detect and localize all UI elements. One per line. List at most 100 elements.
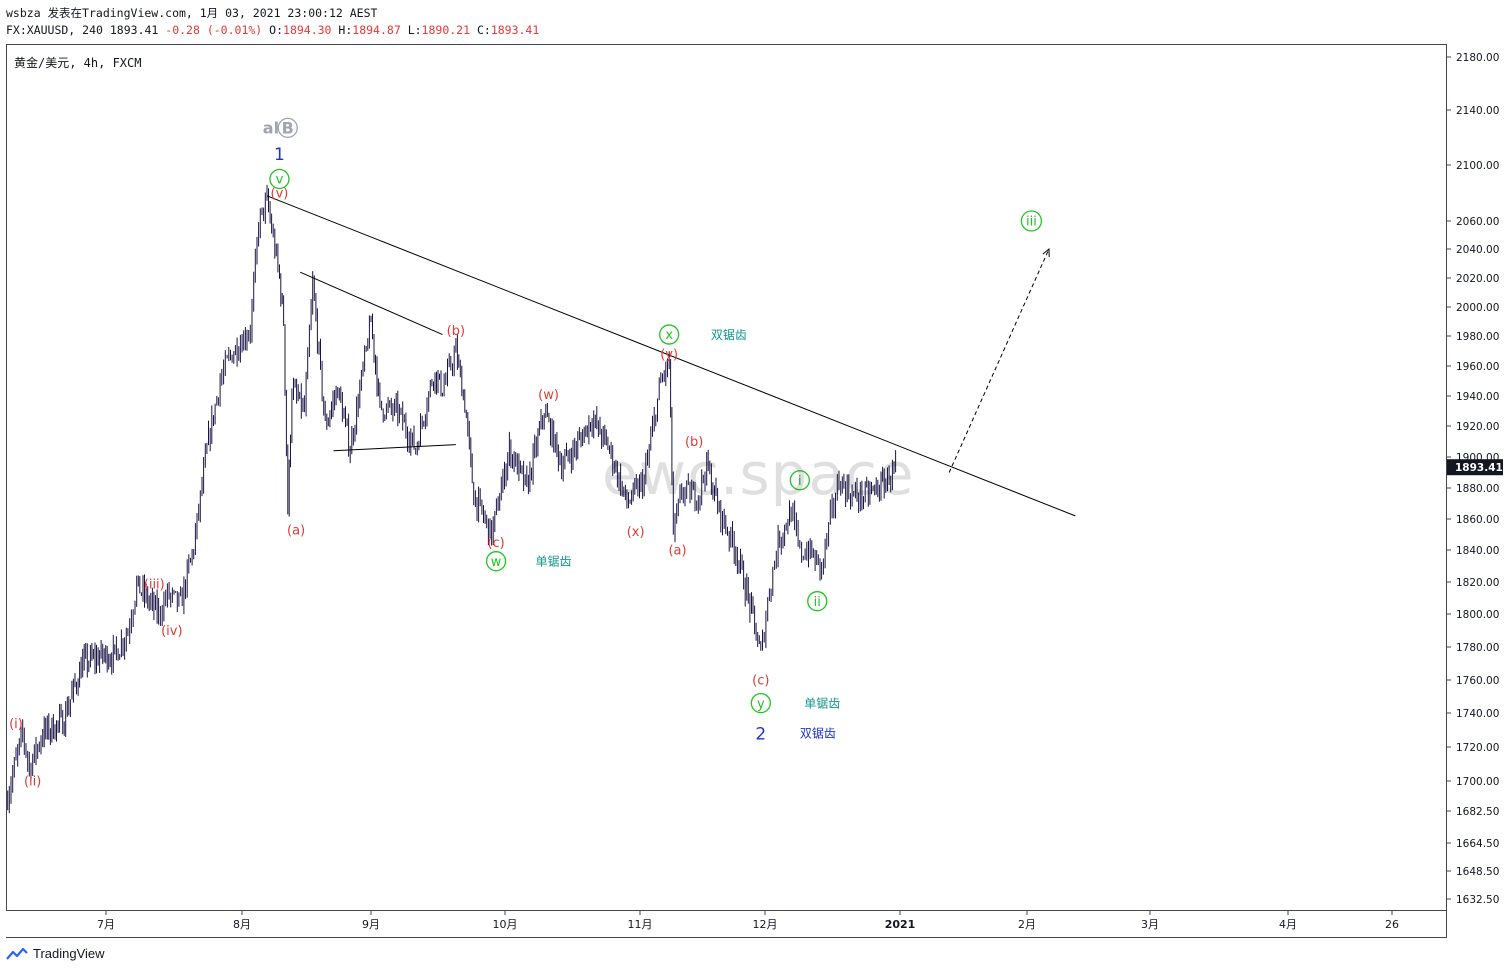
wave-label-2: 1 — [274, 145, 285, 165]
wave-circle-18 — [750, 692, 771, 714]
y-tick-label-4: 2040.00 — [1456, 244, 1499, 256]
wave-label-27: (iii) — [144, 577, 165, 592]
y-tick-label-22: 1682.50 — [1456, 806, 1499, 818]
candles[interactable] — [7, 184, 897, 814]
open-label: O: — [269, 23, 284, 37]
y-tick-label-18: 1760.00 — [1456, 675, 1499, 687]
y-tick-label-5: 2020.00 — [1456, 273, 1499, 285]
wave-circle-22 — [789, 470, 810, 491]
wave-circle-12 — [659, 324, 680, 345]
publish-text: 发表在TradingView.com, 1月 03, 2021 23:00:12… — [47, 6, 378, 20]
time-axis[interactable]: 7月 8月 9月 10月 11月 12月 2021 2月 3月 4月 26 — [97, 910, 1399, 931]
x-tick-label-5: 12月 — [753, 918, 778, 931]
wave-circle-8 — [485, 551, 507, 572]
x-tick-label-4: 11月 — [628, 918, 653, 931]
y-tick-label-7: 1980.00 — [1456, 331, 1499, 343]
wave-label-14: (y) — [660, 348, 678, 363]
wave-label-28: (iv) — [161, 624, 182, 639]
wave-label-9: 单锯齿 — [535, 554, 571, 569]
y-tick-label-21: 1700.00 — [1456, 776, 1499, 788]
y-tick-label-6: 2000.00 — [1456, 302, 1499, 314]
wave-label-10: (w) — [538, 388, 559, 403]
ohlc-legend: FX:XAUUSD, 240 1893.41 -0.28 (-0.01%) O:… — [6, 23, 539, 37]
x-tick-label-3: 10月 — [493, 918, 518, 931]
wave-label-5: (a) — [287, 524, 305, 539]
tradingview-logo-icon — [6, 947, 28, 960]
x-tick-label-0: 7月 — [97, 918, 115, 931]
wave-label-15: (a) — [668, 544, 686, 559]
wave-circle-3 — [269, 168, 290, 190]
wave-label-25: (i) — [9, 717, 23, 732]
trendlines[interactable] — [266, 195, 1076, 517]
trendline-0[interactable] — [266, 195, 1076, 517]
y-tick-label-13: 1860.00 — [1456, 514, 1499, 526]
wave-label-21: 双锯齿 — [800, 726, 836, 741]
x-tick-label-1: 8月 — [233, 918, 251, 931]
wave-label-26: (ii) — [24, 775, 41, 790]
publish-info: wsbza 发表在TradingView.com, 1月 03, 2021 23… — [6, 5, 377, 21]
x-tick-label-2: 9月 — [362, 918, 380, 931]
y-tick-label-23: 1664.50 — [1456, 838, 1499, 850]
ticker-label[interactable]: FX:XAUUSD, 240 — [6, 23, 103, 37]
last-price: 1893.41 — [109, 23, 159, 37]
wave-label-24: iii — [1026, 215, 1037, 230]
wave-label-4: (v) — [271, 187, 289, 202]
wave-circle-23 — [807, 591, 828, 612]
footer-brand: TradingView — [33, 946, 105, 961]
y-tick-label-8: 1960.00 — [1456, 361, 1499, 373]
x-tick-label-9: 4月 — [1279, 918, 1297, 931]
tradingview-footer[interactable]: TradingView — [6, 946, 105, 961]
y-tick-label-25: 1632.50 — [1456, 894, 1499, 906]
close-value: 1893.41 — [490, 23, 540, 37]
y-tick-label-19: 1740.00 — [1456, 708, 1499, 720]
y-tick-label-20: 1720.00 — [1456, 742, 1499, 754]
y-tick-label-3: 2060.00 — [1456, 216, 1499, 228]
wave-label-19: 单锯齿 — [804, 695, 840, 710]
y-tick-label-10: 1920.00 — [1456, 421, 1499, 433]
y-tick-label-24: 1648.50 — [1456, 866, 1499, 878]
wave-circle-24 — [1020, 210, 1043, 232]
trendline-1[interactable] — [300, 271, 443, 336]
y-tick-label-9: 1940.00 — [1456, 391, 1499, 403]
y-tick-label-2: 2100.00 — [1456, 160, 1499, 172]
watermark: ewc.space — [602, 440, 915, 508]
close-label: C: — [476, 23, 491, 37]
y-tick-label-1: 2140.00 — [1456, 105, 1499, 117]
x-tick-label-6: 2021 — [885, 918, 916, 931]
trendline-2[interactable] — [333, 444, 456, 452]
projection-arrow[interactable] — [948, 248, 1050, 473]
symbol-title: 黄金/美元, 4h, FXCM — [14, 56, 142, 70]
wave-label-23: ii — [814, 595, 821, 610]
low-value: 1890.21 — [421, 23, 471, 37]
wave-label-6: (b) — [447, 324, 465, 339]
wave-label-20: 2 — [755, 725, 766, 745]
high-value: 1894.87 — [352, 23, 401, 37]
y-tick-label-16: 1800.00 — [1456, 609, 1499, 621]
x-tick-label-7: 2月 — [1018, 918, 1036, 931]
wave-label-8: w — [491, 555, 502, 570]
username[interactable]: wsbza — [6, 6, 41, 20]
y-tick-label-15: 1820.00 — [1456, 577, 1499, 589]
wave-label-1: B — [282, 119, 294, 138]
wave-label-16: (b) — [685, 435, 703, 450]
y-tick-label-17: 1780.00 — [1456, 642, 1499, 654]
high-label: H: — [338, 23, 353, 37]
low-label: L: — [407, 23, 422, 37]
x-tick-label-8: 3月 — [1141, 918, 1159, 931]
wave-label-18: y — [757, 697, 765, 712]
x-tick-label-10: 26 — [1385, 918, 1399, 931]
y-tick-label-12: 1880.00 — [1456, 483, 1499, 495]
price-change: -0.28 (-0.01%) — [165, 23, 263, 37]
price-axis[interactable]: 2180.00 2140.00 2100.00 2060.00 2040.00 2020.… — [1446, 52, 1503, 906]
projection-arrow-head-icon — [1042, 247, 1050, 258]
open-value: 1894.30 — [283, 23, 332, 37]
wave-label-12: x — [665, 328, 673, 343]
y-tick-label-0: 2180.00 — [1456, 52, 1499, 64]
wave-label-22: i — [798, 474, 802, 489]
last-price-tag — [1447, 459, 1503, 476]
wave-label-3: v — [276, 173, 284, 188]
last-price-tag-label: 1893.41 — [1455, 462, 1503, 474]
wave-label-7: (c) — [487, 536, 504, 551]
